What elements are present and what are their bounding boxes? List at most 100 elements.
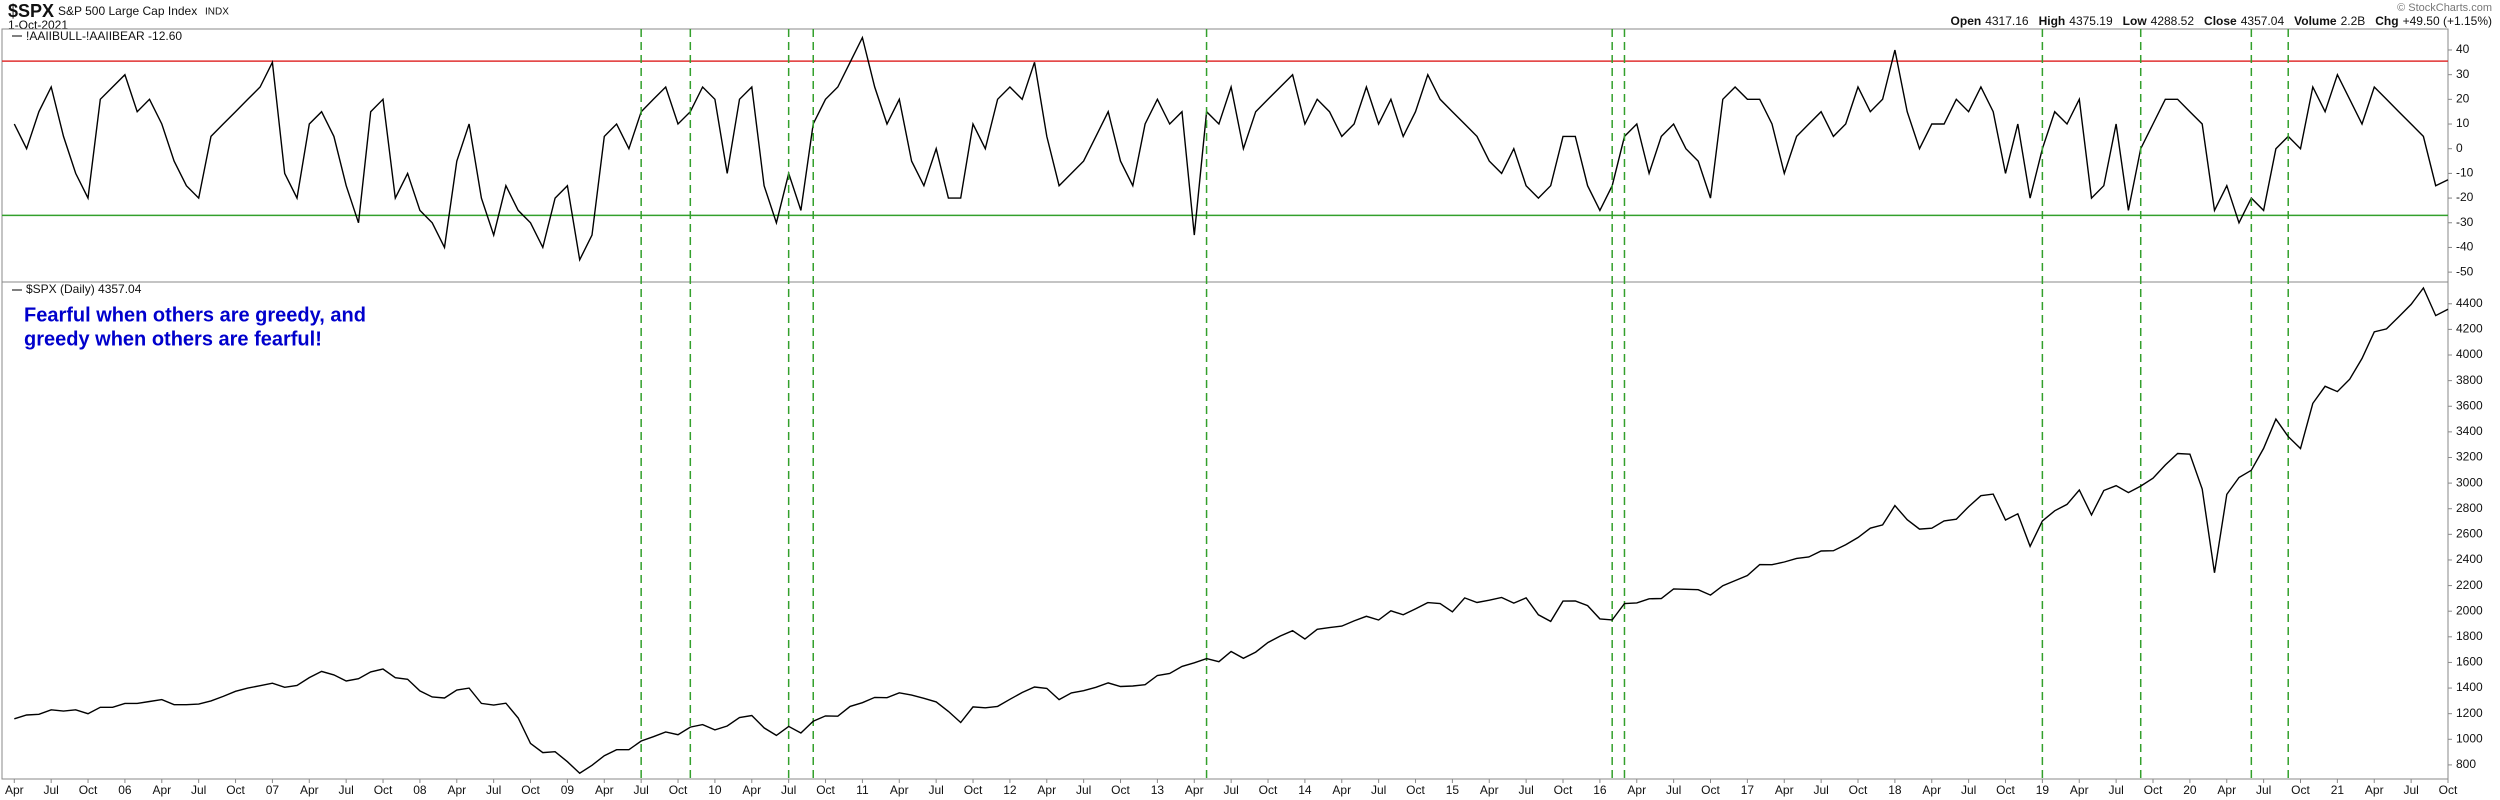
quote-value: 4288.52 <box>2151 14 2195 28</box>
x-tick-label: 12 <box>1003 783 1017 797</box>
x-tick-label: Oct <box>79 783 98 797</box>
x-tick-label: Oct <box>1996 783 2015 797</box>
y-tick-label: 20 <box>2456 92 2470 106</box>
y-tick-label: 3800 <box>2456 373 2483 387</box>
x-tick-label: Oct <box>374 783 393 797</box>
quote-label: High <box>2039 14 2066 28</box>
x-tick-label: Apr <box>1037 783 1056 797</box>
y-tick-label: 800 <box>2456 757 2476 771</box>
x-tick-label: Jul <box>1666 783 1681 797</box>
annotation: Fearful when others are greedy, and <box>24 304 366 326</box>
x-tick-label: Apr <box>1332 783 1351 797</box>
x-tick-label: Oct <box>1701 783 1720 797</box>
x-tick-label: Apr <box>595 783 614 797</box>
x-tick-label: Apr <box>1775 783 1794 797</box>
x-tick-label: Jul <box>1223 783 1238 797</box>
y-tick-label: 3600 <box>2456 398 2483 412</box>
x-tick-label: Oct <box>816 783 835 797</box>
y-tick-label: 3200 <box>2456 450 2483 464</box>
x-tick-label: Oct <box>1849 783 1868 797</box>
panel-frame <box>1 281 2449 780</box>
x-tick-label: Jul <box>2403 783 2418 797</box>
x-tick-label: 11 <box>856 783 869 797</box>
x-tick-label: Jul <box>1518 783 1533 797</box>
x-tick-label: Oct <box>1406 783 1425 797</box>
x-tick-label: Apr <box>2217 783 2236 797</box>
x-tick-label: 21 <box>2331 783 2345 797</box>
y-tick-label: 2400 <box>2456 552 2483 566</box>
x-tick-label: Jul <box>2108 783 2123 797</box>
y-tick-label: -50 <box>2456 264 2474 278</box>
quote: Open 4317.16 High 4375.19 Low 4288.52 Close 435… <box>1951 14 2492 28</box>
x-tick-label: 10 <box>708 783 722 797</box>
x-tick-label: Oct <box>1554 783 1573 797</box>
x-tick-label: Apr <box>1922 783 1941 797</box>
y-tick-label: 0 <box>2456 141 2463 155</box>
y-tick-label: -10 <box>2456 166 2474 180</box>
x-tick-label: Apr <box>742 783 761 797</box>
quote-label: Volume <box>2294 14 2337 28</box>
y-tick-label: 2800 <box>2456 501 2483 515</box>
x-tick-label: 16 <box>1593 783 1607 797</box>
y-tick-label: 2000 <box>2456 603 2483 617</box>
x-tick-label: Apr <box>1627 783 1646 797</box>
y-tick-label: -30 <box>2456 215 2474 229</box>
x-tick-label: Oct <box>2291 783 2310 797</box>
panel-title: !AAIIBULL-!AAIIBEAR -12.60 <box>26 29 182 43</box>
y-tick-label: 40 <box>2456 42 2470 56</box>
y-tick-label: -20 <box>2456 190 2474 204</box>
x-tick-label: Jul <box>1813 783 1828 797</box>
x-tick-label: Oct <box>2144 783 2163 797</box>
x-tick-label: Jul <box>633 783 648 797</box>
symbol: $SPX <box>8 1 54 21</box>
y-tick-label: 1000 <box>2456 731 2483 745</box>
x-tick-label: Apr <box>447 783 466 797</box>
annotation: greedy when others are fearful! <box>24 328 322 350</box>
credit: © StockCharts.com <box>2397 2 2492 14</box>
quote-label: Chg <box>2375 14 2398 28</box>
quote-value: 4317.16 <box>1985 14 2029 28</box>
x-tick-label: 06 <box>118 783 132 797</box>
x-tick-label: 08 <box>413 783 427 797</box>
y-tick-label: 1400 <box>2456 680 2483 694</box>
y-tick-label: 4400 <box>2456 296 2483 310</box>
x-tick-label: Jul <box>338 783 353 797</box>
y-tick-label: 2200 <box>2456 578 2483 592</box>
quote-value: 2.2B <box>2341 14 2366 28</box>
x-tick-label: Oct <box>226 783 245 797</box>
x-tick-label: Jul <box>1076 783 1091 797</box>
quote-label: Low <box>2123 14 2148 28</box>
y-tick-label: -40 <box>2456 240 2474 254</box>
x-tick-label: 14 <box>1298 783 1312 797</box>
y-tick-label: 3000 <box>2456 475 2483 489</box>
x-tick-label: 20 <box>2183 783 2197 797</box>
x-tick-label: Apr <box>1185 783 1204 797</box>
x-tick-label: Apr <box>152 783 171 797</box>
quote-label: Close <box>2204 14 2237 28</box>
panel-frame <box>1 28 2449 283</box>
x-tick-label: Apr <box>2365 783 2384 797</box>
x-tick-label: Jul <box>43 783 58 797</box>
y-tick-label: 30 <box>2456 67 2470 81</box>
x-tick-label: Jul <box>191 783 206 797</box>
price-line <box>14 286 2449 775</box>
quote-value: 4375.19 <box>2069 14 2113 28</box>
x-tick-label: Jul <box>2256 783 2271 797</box>
y-tick-label: 1200 <box>2456 706 2483 720</box>
x-tick-label: 13 <box>1151 783 1165 797</box>
exchange: INDX <box>205 7 229 18</box>
x-tick-label: Jul <box>1961 783 1976 797</box>
x-tick-label: Jul <box>781 783 796 797</box>
x-tick-label: 15 <box>1446 783 1460 797</box>
x-tick-label: Oct <box>669 783 688 797</box>
x-tick-label: 09 <box>561 783 575 797</box>
x-tick-label: 19 <box>2036 783 2050 797</box>
x-tick-label: Oct <box>2439 783 2458 797</box>
y-tick-label: 4000 <box>2456 347 2483 361</box>
x-tick-label: Apr <box>890 783 909 797</box>
price-line <box>13 35 2449 263</box>
x-tick-label: Apr <box>5 783 24 797</box>
quote-value: +49.50 (+1.15%) <box>2403 14 2492 28</box>
quote-label: Open <box>1951 14 1982 28</box>
